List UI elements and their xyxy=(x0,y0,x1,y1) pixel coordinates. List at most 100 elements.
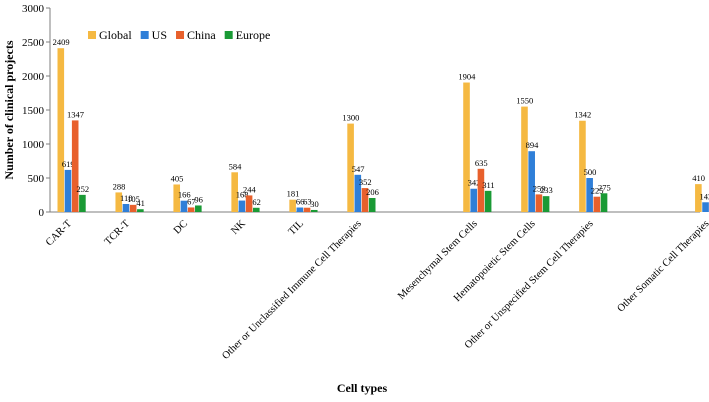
bar-us xyxy=(470,188,478,212)
x-tick-label: DC xyxy=(172,218,190,236)
bar-value-label: 1300 xyxy=(342,113,359,123)
bar-europe xyxy=(252,207,260,212)
bar-china xyxy=(361,188,369,212)
legend-swatch xyxy=(224,31,233,39)
legend-item: China xyxy=(176,28,216,42)
bar-value-label: 1550 xyxy=(516,96,533,106)
bar-value-label: 166 xyxy=(178,190,191,200)
bar-value-label: 244 xyxy=(243,184,257,194)
bar-global xyxy=(579,120,586,212)
y-tick-label: 2000 xyxy=(22,71,45,83)
bar-value-label: 635 xyxy=(475,158,488,168)
bar-value-label: 410 xyxy=(692,173,705,183)
legend-label: Europe xyxy=(236,28,271,42)
bar-value-label: 30 xyxy=(310,199,319,209)
bar-europe xyxy=(310,209,318,212)
bar-value-label: 619 xyxy=(62,159,75,169)
bar-value-label: 405 xyxy=(171,173,184,183)
y-tick-label: 3000 xyxy=(22,3,45,15)
legend-label: China xyxy=(187,28,216,42)
x-tick-label: CAR-T xyxy=(44,218,74,248)
axes-group: 0 500 1000 1500 2000 2500 3000 xyxy=(22,3,700,219)
bar-value-label: 168 xyxy=(236,190,249,200)
bar-value-label: 259 xyxy=(533,183,546,193)
x-tick-label: NK xyxy=(229,218,248,237)
legend-swatch xyxy=(176,31,185,39)
bar-value-label: 66 xyxy=(296,197,305,207)
bar-china xyxy=(303,207,311,212)
bar-value-label: 143 xyxy=(699,191,709,201)
legend-item: Global xyxy=(88,28,132,42)
bar-value-label: 181 xyxy=(287,189,300,199)
bar-value-label: 62 xyxy=(252,197,261,207)
x-axis-title: Cell types xyxy=(337,381,388,395)
x-tick-label: TCR-T xyxy=(103,218,133,248)
bar-us xyxy=(122,203,130,212)
legend-label: Global xyxy=(99,28,132,42)
legend-swatch xyxy=(140,31,149,39)
bar-value-label: 500 xyxy=(584,167,597,177)
bar-global xyxy=(521,106,528,212)
bar-china xyxy=(187,207,195,212)
y-axis-title: Number of clinical projects xyxy=(2,40,16,180)
bar-china xyxy=(593,196,601,212)
bar-value-label: 118 xyxy=(120,193,132,203)
bar-us xyxy=(296,207,304,212)
bar-value-label: 894 xyxy=(526,140,540,150)
bar-global xyxy=(231,172,238,212)
bar-value-label: 1342 xyxy=(574,110,591,120)
bar-value-label: 63 xyxy=(303,197,312,207)
bar-china xyxy=(71,120,79,212)
category-group: 4101436878Other Somatic Cell Therapies xyxy=(615,173,709,314)
bar-value-label: 206 xyxy=(366,187,379,197)
legend-label: US xyxy=(152,28,167,42)
bar-value-label: 1347 xyxy=(67,109,84,119)
bar-us xyxy=(702,202,709,212)
bar-global xyxy=(289,199,296,212)
bar-value-label: 584 xyxy=(229,161,243,171)
bar-global xyxy=(347,123,354,212)
bar-value-label: 67 xyxy=(187,196,196,206)
bar-europe xyxy=(368,197,376,212)
y-tick-label: 0 xyxy=(39,207,45,219)
bar-value-label: 1904 xyxy=(458,72,476,82)
legend-item: Europe xyxy=(224,28,271,42)
y-tick-label: 500 xyxy=(28,173,45,185)
bar-value-label: 2409 xyxy=(53,37,70,47)
x-tick-label: Other or Unclassified Immune Cell Therap… xyxy=(220,218,364,362)
bar-us xyxy=(354,174,362,212)
bar-value-label: 225 xyxy=(591,186,604,196)
bar-global xyxy=(695,184,702,212)
bar-china xyxy=(129,204,137,212)
bar-europe xyxy=(600,193,608,212)
bar-value-label: 233 xyxy=(540,185,553,195)
bar-europe xyxy=(484,190,492,212)
bar-europe xyxy=(195,205,202,212)
bar-global xyxy=(115,192,123,212)
bar-china xyxy=(535,194,543,212)
bar-value-label: 275 xyxy=(598,182,611,192)
bar-us xyxy=(586,178,593,212)
bar-europe xyxy=(137,209,144,212)
bar-us xyxy=(180,200,188,212)
bar-value-label: 311 xyxy=(482,180,494,190)
bar-value-label: 352 xyxy=(359,177,372,187)
y-tick-label: 2500 xyxy=(22,37,45,49)
bar-europe xyxy=(79,194,86,212)
x-tick-label: Other Somatic Cell Therapies xyxy=(615,218,709,314)
y-tick-label: 1500 xyxy=(22,105,45,117)
bar-us xyxy=(64,169,72,212)
bar-value-label: 342 xyxy=(468,178,481,188)
bar-value-label: 105 xyxy=(127,194,140,204)
legend-item: US xyxy=(140,28,167,42)
bar-global xyxy=(463,82,470,212)
bar-us xyxy=(238,200,246,212)
bar-value-label: 252 xyxy=(76,184,89,194)
y-tick-label: 1000 xyxy=(22,139,45,151)
